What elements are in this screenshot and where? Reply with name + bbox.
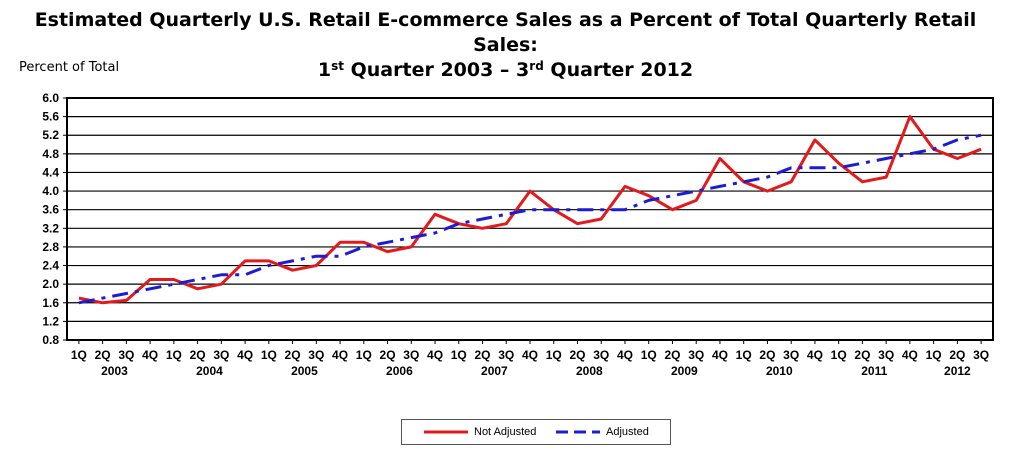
x-tick-label: 1Q: [451, 348, 467, 362]
legend-swatch-not-adjusted: [424, 430, 468, 434]
x-tick-label: 3Q: [403, 348, 419, 362]
x-tick-label: 4Q: [902, 348, 918, 362]
year-label: 2012: [944, 364, 971, 378]
chart-title: Estimated Quarterly U.S. Retail E-commer…: [0, 8, 1011, 83]
x-tick-label: 2Q: [285, 348, 301, 362]
x-tick-label: 2Q: [190, 348, 206, 362]
chart-title-line2: 1st Quarter 2003 – 3rd Quarter 2012: [0, 58, 1011, 83]
year-label: 2007: [481, 364, 508, 378]
y-tick-label: 6.0: [42, 91, 59, 105]
legend-item-adjusted: Adjusted: [554, 424, 649, 440]
x-tick-label: 3Q: [498, 348, 514, 362]
x-tick-label: 4Q: [807, 348, 823, 362]
x-tick-label: 3Q: [593, 348, 609, 362]
x-tick-label: 2Q: [475, 348, 491, 362]
x-tick-label: 4Q: [617, 348, 633, 362]
title-sup2: rd: [529, 59, 544, 73]
legend-label-adjusted: Adjusted: [606, 426, 649, 438]
year-label: 2011: [861, 364, 887, 378]
x-tick-label: 2Q: [664, 348, 680, 362]
x-tick-label: 4Q: [522, 348, 538, 362]
title-part1: 1: [317, 59, 332, 81]
y-tick-label: 3.6: [42, 203, 59, 217]
y-tick-label: 2.4: [42, 259, 59, 273]
legend-item-not-adjusted: Not Adjusted: [422, 424, 536, 440]
x-tick-label: 3Q: [308, 348, 324, 362]
title-part3: Quarter 2012: [543, 59, 694, 81]
x-tick-label: 1Q: [736, 348, 752, 362]
year-label: 2009: [671, 364, 698, 378]
y-tick-label: 2.0: [42, 277, 59, 291]
y-tick-label: 4.4: [42, 165, 59, 179]
title-part2: Quarter 2003 – 3: [344, 59, 530, 81]
x-tick-label: 4Q: [712, 348, 728, 362]
y-tick-label: 4.8: [42, 147, 59, 161]
y-tick-label: 0.8: [42, 333, 59, 347]
x-tick-label: 1Q: [166, 348, 182, 362]
x-tick-label: 1Q: [71, 348, 87, 362]
x-tick-label: 3Q: [973, 348, 989, 362]
title-sup1: st: [331, 59, 344, 73]
x-tick-label: 3Q: [688, 348, 704, 362]
x-tick-label: 4Q: [142, 348, 158, 362]
legend: Not Adjusted Adjusted: [401, 419, 671, 445]
x-tick-label: 4Q: [237, 348, 253, 362]
x-tick-label: 1Q: [831, 348, 847, 362]
x-tick-label: 3Q: [213, 348, 229, 362]
legend-swatch-adjusted: [556, 430, 600, 434]
y-axis-label: Percent of Total: [19, 60, 120, 75]
x-tick-label: 4Q: [332, 348, 348, 362]
y-tick-label: 5.2: [42, 128, 59, 142]
x-tick-label: 2Q: [569, 348, 585, 362]
y-tick-label: 1.2: [42, 314, 59, 328]
x-tick-label: 3Q: [118, 348, 134, 362]
x-tick-label: 2Q: [95, 348, 111, 362]
x-tick-label: 2Q: [949, 348, 965, 362]
x-tick-label: 3Q: [878, 348, 894, 362]
year-label: 2010: [766, 364, 793, 378]
x-tick-label: 2Q: [854, 348, 870, 362]
x-tick-label: 2Q: [380, 348, 396, 362]
y-tick-label: 4.0: [42, 184, 59, 198]
x-tick-label: 1Q: [926, 348, 942, 362]
x-tick-label: 1Q: [641, 348, 657, 362]
plot-frame: [66, 97, 994, 341]
x-tick-label: 2Q: [759, 348, 775, 362]
year-label: 2003: [101, 364, 128, 378]
x-tick-label: 4Q: [427, 348, 443, 362]
legend-label-not-adjusted: Not Adjusted: [474, 426, 537, 438]
y-tick-label: 5.6: [42, 110, 59, 124]
y-tick-label: 1.6: [42, 296, 59, 310]
chart-title-line1: Estimated Quarterly U.S. Retail E-commer…: [34, 9, 977, 56]
x-tick-label: 1Q: [261, 348, 277, 362]
year-label: 2006: [386, 364, 413, 378]
y-tick-label: 3.2: [42, 221, 59, 235]
year-label: 2005: [291, 364, 318, 378]
year-label: 2008: [576, 364, 603, 378]
y-tick-label: 2.8: [42, 240, 59, 254]
x-tick-label: 3Q: [783, 348, 799, 362]
year-label: 2004: [196, 364, 223, 378]
x-tick-label: 1Q: [356, 348, 372, 362]
x-tick-label: 1Q: [546, 348, 562, 362]
